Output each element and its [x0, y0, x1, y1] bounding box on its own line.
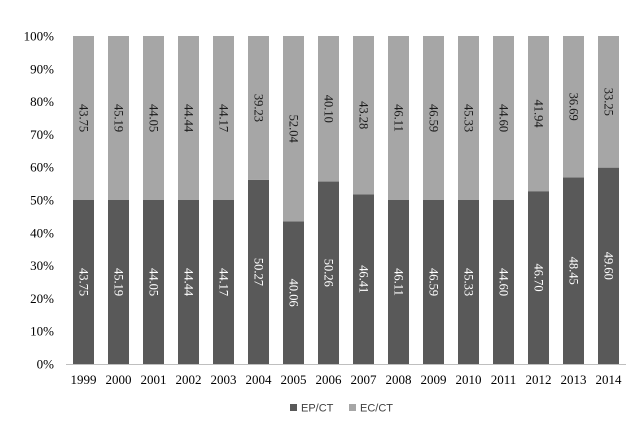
x-tick-label: 2002 [176, 372, 202, 387]
bar-segment-ep-ct [73, 200, 94, 364]
bar-segment-ep-ct [143, 200, 164, 364]
legend-swatch-ec-ct [349, 404, 356, 411]
data-label-ec-ct: 41.94 [532, 100, 546, 129]
data-label-ec-ct: 39.23 [252, 94, 266, 122]
bar-segment-ec-ct [353, 36, 374, 195]
y-tick-label: 70% [30, 127, 54, 142]
bar-segment-ep-ct [283, 221, 304, 364]
bar-segment-ep-ct [598, 167, 619, 364]
data-label-ep-ct: 50.26 [322, 259, 336, 287]
bar-segment-ec-ct [73, 36, 94, 200]
bar-segment-ep-ct [318, 181, 339, 364]
data-label-ec-ct: 44.44 [182, 104, 196, 133]
data-label-ec-ct: 45.33 [462, 104, 476, 132]
bar-segment-ep-ct [423, 200, 444, 364]
bar-segment-ec-ct [143, 36, 164, 200]
data-label-ec-ct: 40.10 [322, 95, 336, 123]
y-tick-label: 30% [30, 258, 54, 273]
data-label-ec-ct: 46.11 [392, 104, 406, 132]
bar-segment-ep-ct [458, 200, 479, 364]
data-label-ep-ct: 50.27 [252, 258, 266, 286]
x-tick-label: 2005 [281, 372, 307, 387]
x-tick-label: 2008 [386, 372, 412, 387]
data-label-ep-ct: 43.75 [77, 268, 91, 296]
bar-segment-ep-ct [108, 200, 129, 364]
x-tick-label: 2010 [456, 372, 482, 387]
bar-segment-ep-ct [493, 200, 514, 364]
y-tick-label: 80% [30, 94, 54, 109]
bar-segment-ec-ct [493, 36, 514, 200]
x-tick-label: 2014 [596, 372, 623, 387]
bar-segment-ec-ct [388, 36, 409, 200]
y-tick-label: 0% [37, 357, 55, 372]
y-tick-label: 20% [30, 291, 54, 306]
bar-segment-ec-ct [528, 36, 549, 192]
data-label-ep-ct: 49.60 [602, 252, 616, 280]
legend-label-ep-ct: EP/CT [301, 403, 334, 415]
data-label-ec-ct: 45.19 [112, 104, 126, 132]
x-tick-label: 2009 [421, 372, 447, 387]
bar-segment-ep-ct [563, 177, 584, 364]
data-label-ec-ct: 44.60 [497, 104, 511, 132]
bar-segment-ep-ct [213, 200, 234, 364]
x-tick-label: 2001 [141, 372, 167, 387]
data-label-ep-ct: 48.45 [567, 257, 581, 285]
legend-label-ec-ct: EC/CT [360, 403, 393, 415]
data-label-ep-ct: 45.33 [462, 268, 476, 296]
x-tick-label: 2012 [526, 372, 552, 387]
bar-segment-ep-ct [178, 200, 199, 364]
x-tick-label: 2006 [316, 372, 343, 387]
x-tick-label: 1999 [71, 372, 97, 387]
data-label-ec-ct: 44.05 [147, 104, 161, 132]
bar-segment-ec-ct [213, 36, 234, 200]
bar-segment-ec-ct [598, 36, 619, 168]
y-tick-label: 60% [30, 160, 54, 175]
x-tick-label: 2013 [561, 372, 587, 387]
bar-segment-ec-ct [318, 36, 339, 182]
data-label-ec-ct: 52.04 [287, 115, 301, 144]
y-tick-label: 100% [24, 29, 55, 44]
data-label-ec-ct: 44.17 [217, 104, 231, 132]
legend-swatch-ep-ct [290, 404, 297, 411]
x-tick-label: 2011 [491, 372, 517, 387]
data-label-ep-ct: 40.06 [287, 279, 301, 307]
data-label-ec-ct: 43.28 [357, 101, 371, 129]
data-label-ep-ct: 46.70 [532, 264, 546, 292]
data-label-ep-ct: 46.11 [392, 268, 406, 296]
bar-segment-ec-ct [178, 36, 199, 200]
x-tick-label: 2000 [106, 372, 132, 387]
data-label-ep-ct: 44.60 [497, 268, 511, 296]
x-tick-label: 2004 [246, 372, 273, 387]
data-label-ec-ct: 36.69 [567, 93, 581, 121]
data-label-ep-ct: 46.59 [427, 268, 441, 296]
bar-segment-ep-ct [388, 200, 409, 364]
bar-segment-ec-ct [563, 36, 584, 178]
bar-segment-ep-ct [528, 191, 549, 364]
data-label-ep-ct: 46.41 [357, 265, 371, 293]
data-label-ec-ct: 46.59 [427, 104, 441, 132]
data-label-ep-ct: 45.19 [112, 268, 126, 296]
y-tick-label: 90% [30, 61, 54, 76]
bar-segment-ec-ct [458, 36, 479, 200]
bar-segment-ec-ct [108, 36, 129, 200]
bar-segment-ep-ct [248, 179, 269, 364]
bar-segment-ec-ct [283, 36, 304, 222]
bar-segment-ep-ct [353, 194, 374, 364]
bar-segment-ec-ct [423, 36, 444, 200]
x-tick-label: 2007 [351, 372, 378, 387]
x-tick-label: 2003 [211, 372, 237, 387]
data-label-ep-ct: 44.44 [182, 268, 196, 297]
y-tick-label: 40% [30, 225, 54, 240]
data-label-ep-ct: 44.05 [147, 268, 161, 296]
data-label-ec-ct: 33.25 [602, 88, 616, 116]
y-tick-label: 10% [30, 324, 54, 339]
bar-segment-ec-ct [248, 36, 269, 180]
data-label-ec-ct: 43.75 [77, 104, 91, 132]
data-label-ep-ct: 44.17 [217, 268, 231, 296]
y-tick-label: 50% [30, 193, 54, 208]
